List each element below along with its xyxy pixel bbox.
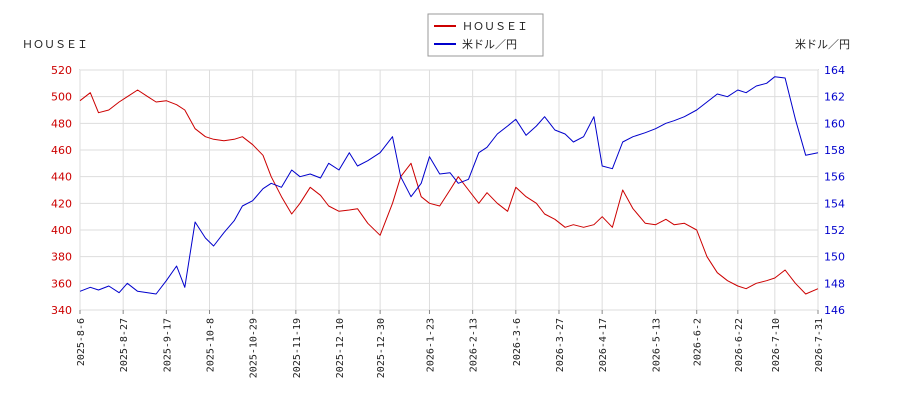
right-tick-label: 152 <box>824 224 845 237</box>
x-axis: 2025-8-6 2025-8-27 2025-9-17 2025-10-8 2025-… <box>76 310 825 378</box>
x-tick-label: 2025-8-6 <box>76 318 87 366</box>
x-tick-label: 2025-11-19 <box>292 318 303 378</box>
x-tick-label: 2026-6-22 <box>734 318 745 372</box>
right-tick-label: 150 <box>824 251 845 264</box>
left-tick-label: 440 <box>51 171 72 184</box>
x-tick-label: 2025-10-8 <box>206 318 217 372</box>
legend: ＨＯＵＳＥＩ 米ドル／円 <box>427 13 544 57</box>
right-tick-label: 160 <box>824 117 845 130</box>
right-axis-title: 米ドル／円 <box>795 38 850 51</box>
x-tick-label: 2026-3-27 <box>555 318 566 372</box>
x-tick-label: 2026-4-17 <box>598 318 609 372</box>
x-tick-label: 2026-5-13 <box>652 318 663 372</box>
right-tick-label: 156 <box>824 171 845 184</box>
x-tick-label: 2025-12-10 <box>335 318 346 378</box>
grid <box>79 69 819 311</box>
x-tick-label: 2026-7-31 <box>814 318 825 372</box>
legend-box <box>427 13 544 57</box>
left-tick-label: 520 <box>51 64 72 77</box>
left-tick-label: 380 <box>51 251 72 264</box>
x-tick-label: 2025-9-17 <box>162 318 173 372</box>
x-tick-label: 2026-1-23 <box>425 318 436 372</box>
x-tick-label: 2026-3-6 <box>512 318 523 366</box>
right-y-axis: 146 148 150 152 154 156 158 160 162 164 <box>824 64 845 317</box>
left-tick-label: 460 <box>51 144 72 157</box>
left-tick-label: 400 <box>51 224 72 237</box>
right-tick-label: 154 <box>824 197 845 210</box>
x-tick-label: 2025-12-30 <box>376 318 387 378</box>
left-tick-label: 480 <box>51 117 72 130</box>
right-tick-label: 148 <box>824 277 845 290</box>
left-tick-label: 360 <box>51 277 72 290</box>
right-tick-label: 146 <box>824 304 845 317</box>
series-line-usdjpy <box>79 76 819 295</box>
right-tick-label: 162 <box>824 91 845 104</box>
left-tick-label: 340 <box>51 304 72 317</box>
left-y-axis: 340 360 380 400 420 440 460 480 500 520 <box>51 64 72 317</box>
x-tick-label: 2026-7-10 <box>771 318 782 372</box>
x-tick-label: 2026-6-2 <box>693 318 704 366</box>
legend-label-housei: ＨＯＵＳＥＩ <box>462 20 528 33</box>
x-tick-label: 2025-8-27 <box>119 318 130 372</box>
left-tick-label: 420 <box>51 197 72 210</box>
series-line-housei <box>79 89 819 295</box>
plot-area <box>79 69 819 311</box>
x-tick-label: 2026-2-13 <box>469 318 480 372</box>
right-tick-label: 158 <box>824 144 845 157</box>
right-tick-label: 164 <box>824 64 845 77</box>
series-layer <box>79 76 819 295</box>
legend-label-usdjpy: 米ドル／円 <box>462 38 517 51</box>
x-tick-label: 2025-10-29 <box>249 318 260 378</box>
left-axis-title: ＨＯＵＳＥＩ <box>22 38 88 51</box>
left-tick-label: 500 <box>51 91 72 104</box>
